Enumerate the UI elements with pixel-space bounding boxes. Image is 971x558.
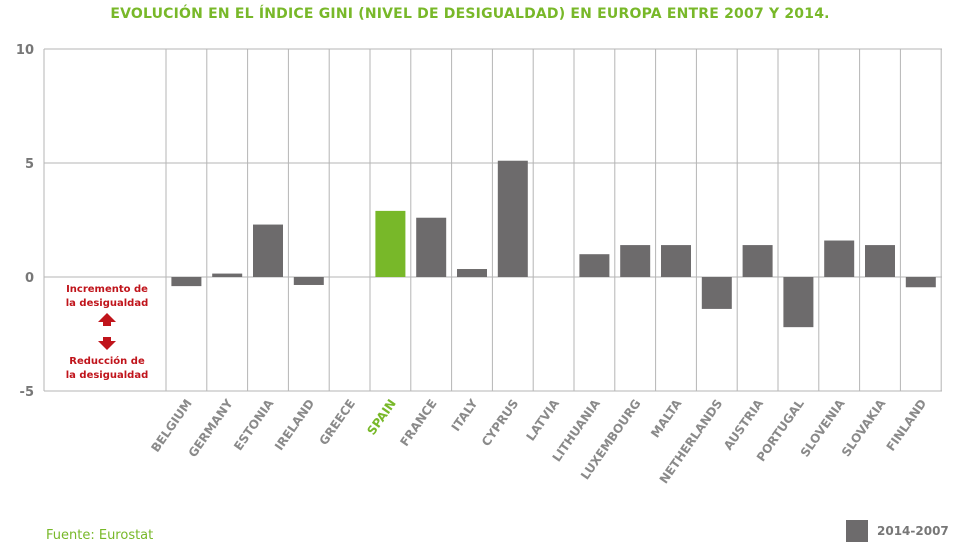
x-tick-label-italy: ITALY	[449, 396, 481, 433]
bar-lithuania	[579, 254, 610, 277]
bar-spain	[375, 210, 406, 277]
bar-slovenia	[824, 240, 855, 277]
grid-layer	[43, 48, 942, 392]
legend: 2014-2007	[846, 520, 949, 542]
y-tick-label: 10	[16, 43, 34, 58]
x-tick-label-latvia: LATVIA	[523, 396, 562, 443]
bar-ireland	[293, 277, 324, 285]
bar-luxembourg	[620, 245, 651, 277]
annotation-increase-line-1: Incremento de	[66, 284, 148, 295]
legend-swatch	[846, 520, 868, 542]
bar-cyprus	[497, 160, 528, 277]
x-tick-label-malta: MALTA	[648, 396, 685, 440]
y-tick-label: -5	[20, 385, 34, 400]
y-tick-label: 0	[25, 271, 34, 286]
chart-title: EVOLUCIÓN EN EL ÍNDICE GINI (NIVEL DE DE…	[110, 6, 830, 22]
bar-finland	[905, 277, 936, 288]
x-tick-label-ireland: IRELAND	[272, 397, 317, 453]
x-tick-label-greece: GREECE	[316, 397, 358, 448]
bar-belgium	[171, 277, 202, 287]
y-tick-label: 5	[25, 157, 34, 172]
x-tick-label-austria: AUSTRIA	[721, 396, 766, 453]
legend-label: 2014-2007	[877, 524, 949, 538]
bar-netherlands	[701, 277, 732, 309]
bar-slovakia	[865, 245, 895, 277]
bar-estonia	[253, 224, 283, 277]
x-tick-label-cyprus: CYPRUS	[479, 397, 521, 449]
bar-portugal	[783, 277, 814, 328]
x-tick-label-estonia: ESTONIA	[231, 396, 277, 453]
bar-italy	[457, 269, 487, 277]
y-axis-ticks: 10 5 0 -5	[16, 43, 34, 400]
bar-austria	[742, 245, 773, 277]
annotation-increase-line-2: la desigualdad	[66, 298, 149, 309]
x-tick-label-finland: FINLAND	[884, 397, 930, 454]
double-arrow-icon	[98, 313, 116, 350]
bar-france	[416, 217, 447, 277]
x-tick-label-spain: SPAIN	[364, 397, 398, 438]
annotation-decrease-line-1: Reducción de	[69, 355, 145, 367]
x-tick-label-france: FRANCE	[397, 397, 439, 449]
bar-germany	[212, 273, 243, 277]
annotation-group: Incremento de la desigualdad Reducción d…	[66, 284, 149, 381]
x-tick-label-belgium: BELGIUM	[148, 397, 194, 455]
source-note: Fuente: Eurostat	[46, 528, 154, 543]
bars-layer	[171, 160, 936, 328]
bar-malta	[661, 245, 691, 277]
annotation-decrease-line-2: la desigualdad	[66, 370, 149, 381]
